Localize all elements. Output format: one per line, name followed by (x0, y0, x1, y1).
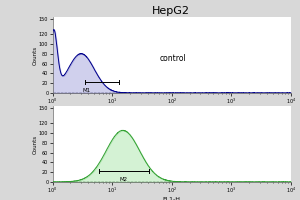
X-axis label: FL1-H: FL1-H (163, 197, 181, 200)
Text: HepG2: HepG2 (152, 6, 190, 16)
Y-axis label: Counts: Counts (33, 45, 38, 65)
Y-axis label: Counts: Counts (33, 134, 38, 154)
Text: M1: M1 (82, 88, 90, 93)
Text: M2: M2 (120, 177, 128, 182)
Text: control: control (160, 54, 187, 63)
